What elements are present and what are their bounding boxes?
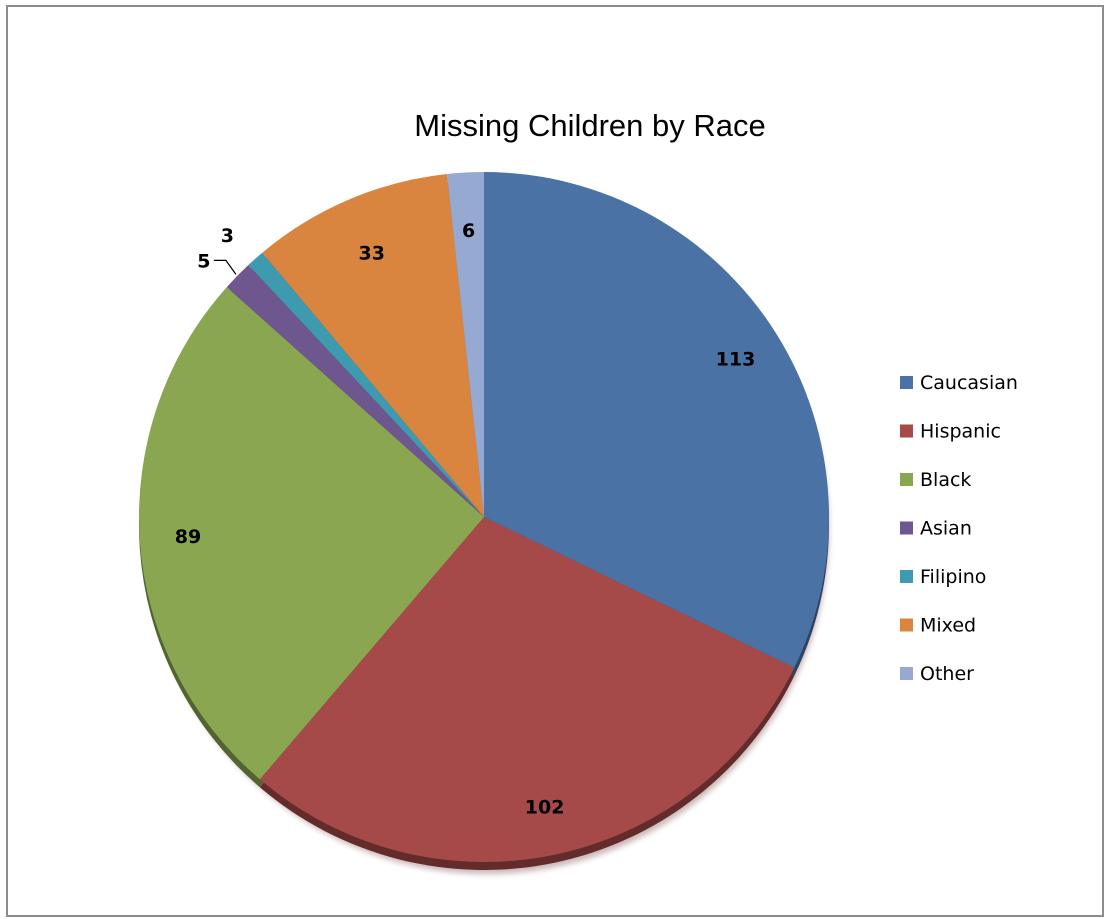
slice-caucasian [484, 172, 829, 668]
legend-label-caucasian: Caucasian [920, 372, 1018, 394]
legend-label-asian: Asian [920, 518, 972, 540]
legend-swatch-black [900, 473, 913, 486]
data-label-black: 89 [175, 526, 201, 548]
legend-swatch-other [900, 667, 913, 680]
slice-other [447, 172, 484, 517]
slice-mixed [262, 173, 484, 517]
slice-hispanic [259, 517, 795, 863]
legend-swatch-caucasian [900, 376, 913, 389]
legend-label-black: Black [920, 469, 971, 491]
data-label-caucasian: 113 [716, 349, 756, 371]
slice-asian [226, 264, 484, 517]
legend-swatch-hispanic [900, 424, 913, 438]
legend-swatch-mixed [900, 618, 913, 632]
data-label-mixed: 33 [359, 243, 385, 265]
pie-slices [138, 172, 829, 863]
data-label-asian: 5 [197, 250, 210, 272]
chart-title: Missing Children by Race [414, 108, 765, 143]
slice-filipino [248, 252, 484, 517]
legend-label-mixed: Mixed [920, 615, 976, 637]
legend-label-hispanic: Hispanic [920, 421, 1001, 443]
legend-swatch-asian [900, 521, 913, 535]
legend-label-other: Other [920, 663, 974, 685]
legend-label-filipino: Filipino [920, 566, 986, 588]
leader-lines [213, 259, 237, 275]
leader-line-asian [213, 259, 237, 275]
data-label-filipino: 3 [221, 225, 234, 247]
data-label-other: 6 [462, 220, 475, 242]
slice-black [138, 287, 484, 780]
legend-swatch-filipino [900, 570, 913, 583]
data-label-hispanic: 102 [525, 796, 565, 818]
legend: Caucasian Hispanic Black Asian Filipino Mixed… [900, 372, 1018, 685]
